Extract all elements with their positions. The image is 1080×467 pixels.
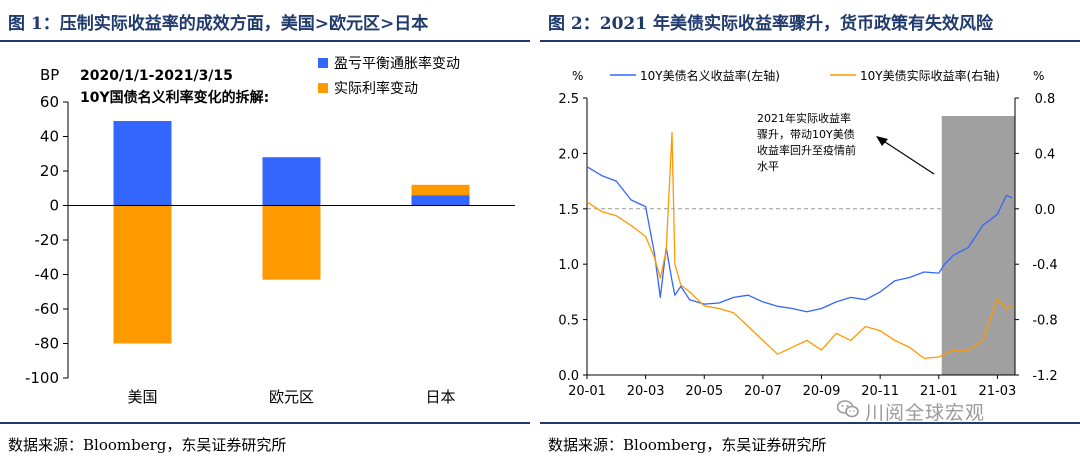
wechat-icon bbox=[837, 400, 859, 418]
bar-y-unit-label: BP bbox=[40, 66, 59, 84]
annotation-text-line: 水平 bbox=[757, 160, 779, 173]
bar-chart-subtitle: 10Y国债名义利率变化的拆解: bbox=[80, 89, 269, 106]
shaded-period bbox=[941, 116, 1015, 375]
line-legend-label-1: 10Y美债实际收益率(右轴) bbox=[860, 68, 1000, 83]
bar-y-tick-label: -20 bbox=[35, 231, 60, 249]
right-unit-label: % bbox=[1033, 69, 1044, 83]
bar-category-label: 欧元区 bbox=[269, 388, 314, 406]
right-figure: 图 2：2021 年美债实际收益率骤升，货币政策有失效风险 0.0 0.5 1.0 1… bbox=[540, 0, 1080, 465]
annotation-text-line: 骤升，带动10Y美债 bbox=[757, 127, 855, 141]
annotation-text-line: 收益率回升至疫情前 bbox=[757, 143, 856, 157]
left-y-tick-label: 1.5 bbox=[558, 203, 579, 218]
bar-y-tick-label: 0 bbox=[49, 197, 59, 215]
bar-y-tick-label: 60 bbox=[40, 93, 59, 111]
right-title-bar: 图 2：2021 年美债实际收益率骤升，货币政策有失效风险 bbox=[540, 0, 1080, 42]
x-tick-label: 20-03 bbox=[627, 384, 665, 399]
watermark-text: 川阅全球宏观 bbox=[865, 402, 986, 424]
x-tick-label: 20-09 bbox=[803, 384, 841, 399]
bar-real-rate-0 bbox=[113, 205, 172, 344]
bar-chart: 60 40 20 0 -20 -40 -60 -80 -100 BP 2020/1/1-2021/3… bbox=[25, 55, 515, 406]
left-y-tick-label: 1.0 bbox=[558, 258, 579, 273]
legend-swatch-0 bbox=[318, 58, 328, 68]
x-tick-label: 20-11 bbox=[861, 384, 899, 399]
left-y-tick-label: 2.0 bbox=[558, 147, 579, 162]
nominal-yield-line bbox=[586, 166, 1013, 313]
right-y-tick-label: 0.0 bbox=[1035, 203, 1056, 218]
bar-y-tick-label: 40 bbox=[40, 128, 59, 146]
legend-swatch-1 bbox=[318, 83, 328, 93]
bar-breakeven-2 bbox=[411, 195, 470, 206]
line-chart: 0.0 0.5 1.0 1.5 2.0 2.5 -1.2 -0.8 -0.4 0.0 0.4 0.8%… bbox=[558, 68, 1057, 399]
bar-real-rate-1 bbox=[262, 205, 321, 280]
bar-y-tick-label: -80 bbox=[35, 335, 60, 353]
bar-category-label: 美国 bbox=[127, 388, 157, 406]
left-figure: 图 1：压制实际收益率的成效方面，美国>欧元区>日本 60 40 20 0 -20 -40… bbox=[0, 0, 530, 465]
right-figure-title: 图 2：2021 年美债实际收益率骤升，货币政策有失效风险 bbox=[548, 14, 993, 34]
left-y-tick-label: 2.5 bbox=[558, 92, 579, 107]
annotation-arrow-head bbox=[876, 136, 888, 146]
right-y-tick-label: -0.4 bbox=[1032, 258, 1057, 273]
bar-y-tick-label: -60 bbox=[35, 300, 60, 318]
bar-breakeven-0 bbox=[113, 120, 172, 206]
x-tick-label: 21-03 bbox=[979, 384, 1017, 399]
line-legend-label-0: 10Y美债名义收益率(左轴) bbox=[640, 68, 780, 83]
right-source-text: 数据来源：Bloomberg，东吴证券研究所 bbox=[548, 436, 827, 454]
left-y-tick-label: 0.5 bbox=[558, 314, 579, 329]
x-tick-label: 21-01 bbox=[920, 384, 958, 399]
legend-label-0: 盈亏平衡通胀率变动 bbox=[334, 55, 460, 72]
watermark: 川阅全球宏观 bbox=[835, 398, 1065, 424]
annotation-arrow-shaft bbox=[881, 139, 935, 175]
right-y-tick-label: -1.2 bbox=[1032, 369, 1057, 384]
right-y-tick-label: -0.8 bbox=[1032, 314, 1057, 329]
bar-real-rate-2 bbox=[411, 184, 470, 196]
right-y-tick-label: 0.4 bbox=[1035, 147, 1056, 162]
left-unit-label: % bbox=[572, 69, 583, 83]
left-source-bar: 数据来源：Bloomberg，东吴证券研究所 bbox=[0, 422, 530, 467]
x-tick-label: 20-07 bbox=[744, 384, 782, 399]
left-source-text: 数据来源：Bloomberg，东吴证券研究所 bbox=[8, 436, 287, 454]
left-y-tick-label: 0.0 bbox=[558, 369, 579, 384]
right-y-tick-label: 0.8 bbox=[1035, 92, 1056, 107]
right-source-bar: 数据来源：Bloomberg，东吴证券研究所 bbox=[540, 422, 1080, 467]
real-yield-line bbox=[586, 131, 1013, 360]
legend-label-1: 实际利率变动 bbox=[334, 80, 418, 97]
left-figure-title: 图 1：压制实际收益率的成效方面，美国>欧元区>日本 bbox=[8, 14, 429, 34]
bar-chart-title: 2020/1/1-2021/3/15 bbox=[80, 68, 233, 84]
bar-y-tick-label: 20 bbox=[40, 162, 59, 180]
bar-category-label: 日本 bbox=[425, 388, 455, 406]
bar-y-tick-label: -40 bbox=[35, 266, 60, 284]
bar-breakeven-1 bbox=[262, 157, 321, 206]
left-title-bar: 图 1：压制实际收益率的成效方面，美国>欧元区>日本 bbox=[0, 0, 530, 42]
bar-y-tick-label: -100 bbox=[25, 369, 59, 387]
annotation-text-line: 2021年实际收益率 bbox=[757, 111, 851, 125]
x-tick-label: 20-01 bbox=[568, 384, 606, 399]
x-tick-label: 20-05 bbox=[685, 384, 723, 399]
